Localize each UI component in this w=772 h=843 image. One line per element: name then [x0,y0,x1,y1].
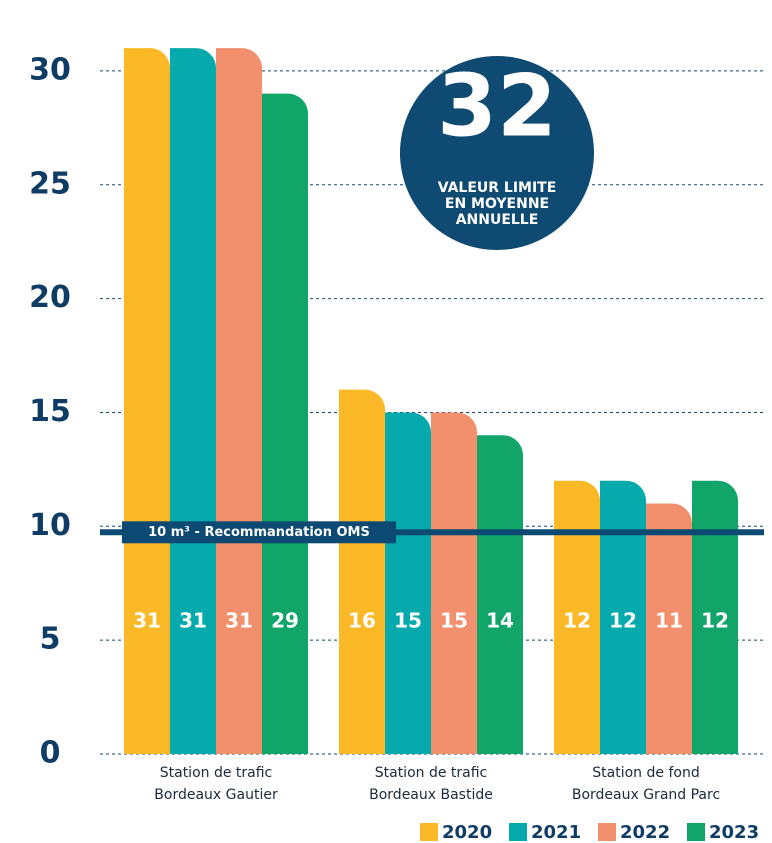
y-tick-label: 0 [40,736,61,771]
value-label: 12 [609,609,637,633]
x-tick-label: Bordeaux Gautier [154,787,278,803]
y-tick-label: 30 [29,52,71,87]
legend-swatch [687,823,705,841]
x-tick-label: Station de trafic [375,765,488,781]
value-label: 16 [348,609,376,633]
x-tick-label: Station de trafic [160,765,273,781]
x-tick-label: Bordeaux Bastide [369,787,493,803]
value-label: 31 [179,609,207,633]
legend-label: 2023 [709,822,759,843]
legend-label: 2022 [620,822,670,843]
y-tick-label: 15 [29,394,71,429]
y-tick-label: 10 [29,508,71,543]
bar [170,48,216,754]
annotation-value: 32 [437,56,557,156]
legend-swatch [598,823,616,841]
bar [477,435,523,754]
value-label: 15 [440,609,468,633]
value-label: 12 [563,609,591,633]
annotation-text: EN MOYENNE [445,196,549,212]
bar [600,480,646,754]
bar [692,480,738,754]
annotation-text: ANNUELLE [456,212,539,228]
bar [124,48,170,754]
bar [385,412,431,754]
value-label: 14 [486,609,514,633]
reference-label: 10 m³ - Recommandation OMS [148,525,370,540]
y-tick-label: 25 [29,166,71,201]
annotation-circle [400,56,594,250]
value-label: 29 [271,609,299,633]
value-label: 12 [701,609,729,633]
value-label: 15 [394,609,422,633]
x-tick-label: Bordeaux Grand Parc [572,787,720,803]
y-tick-label: 5 [40,622,61,657]
bar [216,48,262,754]
value-label: 31 [133,609,161,633]
bar [262,93,308,755]
legend-swatch [509,823,527,841]
value-label: 11 [655,609,683,633]
bar [339,389,385,754]
bar [554,480,600,754]
bar [646,503,692,754]
legend-swatch [420,823,438,841]
legend-label: 2021 [531,822,581,843]
legend-label: 2020 [442,822,492,843]
x-tick-label: Station de fond [592,765,699,781]
value-label: 31 [225,609,253,633]
y-tick-label: 20 [29,280,71,315]
annotation-text: VALEUR LIMITE [438,180,557,196]
bar [431,412,477,754]
reference-label-box [122,521,396,544]
